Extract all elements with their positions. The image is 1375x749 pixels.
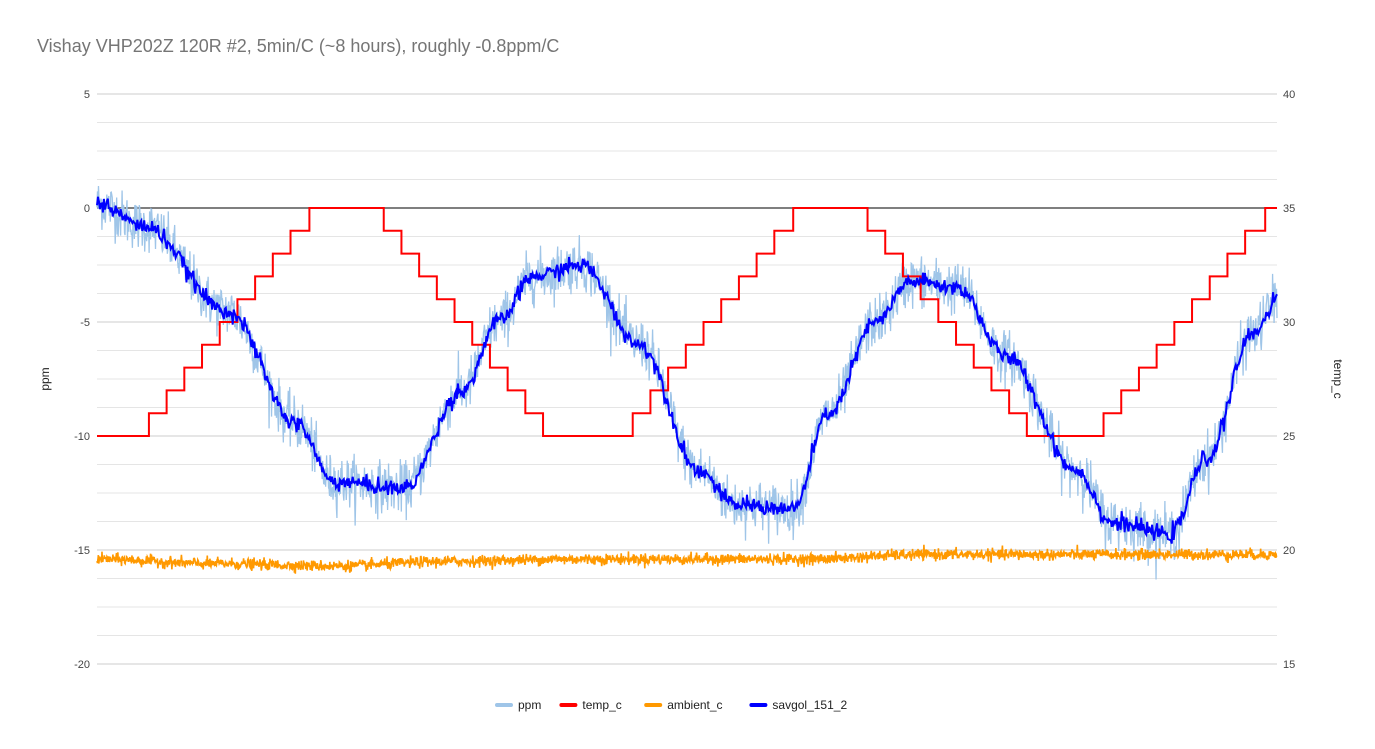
legend: ppm temp_c ambient_c savgol_151_2: [495, 698, 847, 712]
left-tick-label: 5: [84, 89, 90, 101]
right-axis-ticks: 40 35 30 25 20 15: [1283, 89, 1295, 671]
legend-label-savgol_151_2: savgol_151_2: [772, 698, 847, 712]
left-tick-label: -15: [74, 545, 90, 557]
right-tick-label: 30: [1283, 317, 1295, 329]
left-tick-label: -20: [74, 659, 90, 671]
series-layer: [96, 186, 1278, 580]
right-tick-label: 35: [1283, 203, 1295, 215]
right-tick-label: 20: [1283, 545, 1295, 557]
right-axis-title: temp_c: [1331, 359, 1345, 398]
left-tick-label: -5: [80, 317, 90, 329]
right-tick-label: 15: [1283, 659, 1295, 671]
series-ambient_c-line: [96, 544, 1278, 574]
chart-title: Vishay VHP202Z 120R #2, 5min/C (~8 hours…: [37, 36, 560, 56]
gridlines: [97, 93, 1277, 665]
legend-label-temp_c: temp_c: [582, 698, 621, 712]
left-axis-ticks: 5 0 -5 -10 -15 -20: [74, 89, 90, 671]
series-temp_c-line: [97, 207, 1277, 437]
left-tick-label: -10: [74, 431, 90, 443]
legend-label-ambient_c: ambient_c: [667, 698, 722, 712]
left-tick-label: 0: [84, 203, 90, 215]
left-axis-title: ppm: [38, 367, 52, 390]
series-ppm-line: [96, 186, 1278, 580]
series-savgol_151_2-line: [96, 196, 1278, 544]
right-tick-label: 40: [1283, 89, 1295, 101]
right-tick-label: 25: [1283, 431, 1295, 443]
legend-label-ppm: ppm: [518, 698, 541, 712]
